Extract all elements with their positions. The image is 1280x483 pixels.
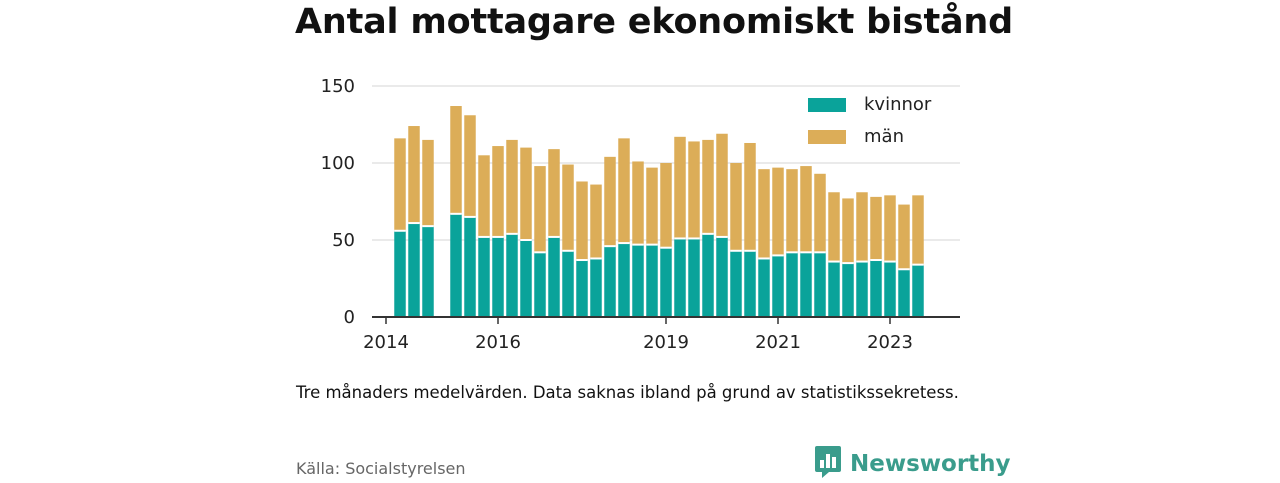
legend-swatch <box>808 130 846 144</box>
chart-title: Antal mottagare ekonomiskt bistånd <box>295 2 1013 42</box>
bar-kvinnor <box>478 236 490 317</box>
y-tick-label: 100 <box>321 153 355 174</box>
bar-kvinnor <box>828 261 840 317</box>
x-tick-label: 2019 <box>643 332 689 353</box>
legend-label: män <box>864 126 904 147</box>
bar-man <box>688 141 700 239</box>
bar-man <box>576 181 588 261</box>
bar-kvinnor <box>730 250 742 317</box>
y-tick-label: 150 <box>321 76 355 97</box>
bar-man <box>590 184 602 259</box>
bar-man <box>730 163 742 251</box>
bar-kvinnor <box>422 226 434 317</box>
bar-kvinnor <box>772 255 784 317</box>
bar-man <box>786 169 798 253</box>
bar-man <box>548 149 560 237</box>
x-tick-label: 2021 <box>755 332 801 353</box>
bar-man <box>744 142 756 251</box>
legend: kvinnor män <box>808 94 932 147</box>
bar-kvinnor <box>450 213 462 317</box>
bar-kvinnor <box>786 252 798 317</box>
bar-kvinnor <box>562 250 574 317</box>
bar-man <box>884 195 896 262</box>
bar-kvinnor <box>394 230 406 317</box>
bar-man <box>870 196 882 261</box>
bar-man <box>394 138 406 231</box>
bar-kvinnor <box>534 252 546 317</box>
bar-man <box>646 167 658 245</box>
legend-label: kvinnor <box>864 94 932 115</box>
bar-man <box>632 161 644 245</box>
bar-kvinnor <box>758 258 770 317</box>
bar-kvinnor <box>548 236 560 317</box>
bar-kvinnor <box>702 233 714 317</box>
bar-man <box>408 126 420 224</box>
bar-kvinnor <box>590 258 602 317</box>
bar-man <box>800 166 812 253</box>
bar-kvinnor <box>856 261 868 317</box>
brand-logo: Newsworthy <box>814 445 1011 483</box>
y-tick-label: 0 <box>344 307 355 328</box>
bar-kvinnor <box>688 238 700 317</box>
bar-kvinnor <box>618 243 630 317</box>
brand-name: Newsworthy <box>850 451 1011 477</box>
bar-kvinnor <box>492 236 504 317</box>
bar-man <box>464 115 476 217</box>
bar-kvinnor <box>646 244 658 317</box>
bar-kvinnor <box>912 264 924 317</box>
bar-man <box>520 147 532 240</box>
bar-man <box>912 195 924 265</box>
bar-kvinnor <box>842 263 854 317</box>
bar-man <box>828 192 840 262</box>
bar-man <box>604 156 616 247</box>
bar-kvinnor <box>576 260 588 317</box>
bar-man <box>898 204 910 270</box>
bar-man <box>674 136 686 239</box>
bar-kvinnor <box>632 244 644 317</box>
bar-kvinnor <box>898 269 910 317</box>
bar-man <box>716 133 728 237</box>
bar-kvinnor <box>506 233 518 317</box>
bar-man <box>842 198 854 264</box>
bar-man <box>478 155 490 237</box>
x-tick-label: 2023 <box>867 332 913 353</box>
bar-kvinnor <box>660 247 672 317</box>
bar-man <box>856 192 868 262</box>
y-tick-label: 50 <box>332 230 355 251</box>
bar-man <box>450 106 462 214</box>
bar-man <box>422 139 434 227</box>
bar-kvinnor <box>870 260 882 317</box>
x-axis: 2014 2016 2019 2021 2023 <box>363 316 960 353</box>
bar-kvinnor <box>674 238 686 317</box>
x-tick-label: 2014 <box>363 332 409 353</box>
y-axis-ticks: 0 50 100 150 <box>321 76 355 328</box>
bar-man <box>562 164 574 251</box>
legend-swatch <box>808 98 846 112</box>
bar-man <box>618 138 630 244</box>
bar-man <box>660 163 672 248</box>
bar-man <box>772 167 784 256</box>
x-tick-label: 2016 <box>475 332 521 353</box>
bar-man <box>758 169 770 259</box>
bar-kvinnor <box>814 252 826 317</box>
bar-kvinnor <box>408 223 420 317</box>
bar-man <box>534 166 546 253</box>
chart-note: Tre månaders medelvärden. Data saknas ib… <box>296 383 959 402</box>
bar-man <box>492 146 504 237</box>
bar-kvinnor <box>716 236 728 317</box>
bar-man <box>814 173 826 253</box>
source-credit: Källa: Socialstyrelsen <box>296 459 466 478</box>
bars <box>394 106 924 317</box>
chart-logo-icon <box>814 445 842 483</box>
bar-kvinnor <box>520 240 532 317</box>
bar-kvinnor <box>800 252 812 317</box>
bar-man <box>506 139 518 234</box>
bar-man <box>702 139 714 234</box>
bar-kvinnor <box>744 250 756 317</box>
bar-kvinnor <box>884 261 896 317</box>
bar-kvinnor <box>604 246 616 317</box>
bar-kvinnor <box>464 216 476 317</box>
